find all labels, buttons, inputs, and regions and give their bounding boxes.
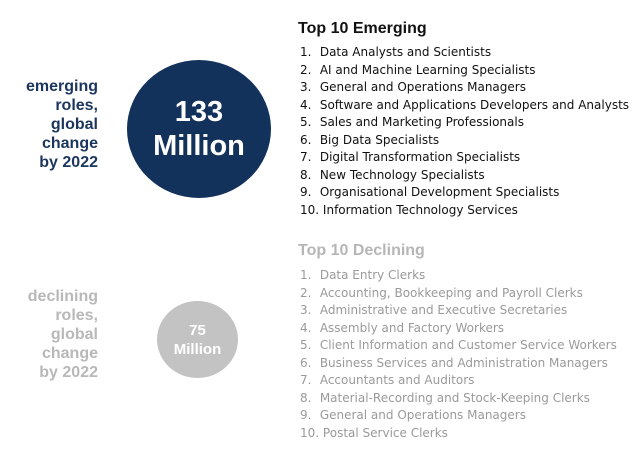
declining-role-item: 9. General and Operations Managers xyxy=(300,407,617,425)
role-name: Assembly and Factory Workers xyxy=(319,320,505,335)
declining-label-line: declining xyxy=(27,288,98,305)
role-rank: 1. xyxy=(300,268,312,282)
role-name: General and Operations Managers xyxy=(319,408,526,422)
declining-list-title: Top 10 Declining xyxy=(298,242,425,259)
declining-roles-label: declining roles, global change by 2022 xyxy=(28,287,98,382)
emerging-label-line: by 2022 xyxy=(39,154,98,171)
declining-role-item: 5. Client Information and Customer Servi… xyxy=(300,337,617,355)
emerging-total-value: 133 xyxy=(174,96,224,128)
role-name: Business Services and Administration Man… xyxy=(319,355,608,370)
emerging-role-item: 2. AI and Machine Learning Specialists xyxy=(300,62,629,80)
declining-label-line: change xyxy=(41,345,98,362)
declining-role-item: 10. Postal Service Clerks xyxy=(300,425,617,443)
emerging-role-item: 1. Data Analysts and Scientists xyxy=(300,44,629,62)
role-rank: 6. xyxy=(300,355,312,370)
role-name: Material-Recording and Stock-Keeping Cle… xyxy=(319,390,590,405)
role-rank: 9. xyxy=(300,408,312,422)
declining-role-item: 2. Accounting, Bookkeeping and Payroll C… xyxy=(300,285,617,303)
emerging-total-circle: 133 Million xyxy=(127,60,271,198)
role-name: Information Technology Services xyxy=(322,202,518,217)
emerging-role-item: 10. Information Technology Services xyxy=(300,202,629,220)
declining-roles-list: 1. Data Entry Clerks 2. Accounting, Bookk… xyxy=(300,267,617,442)
role-rank: 8. xyxy=(300,167,312,182)
role-rank: 10. xyxy=(300,202,320,217)
emerging-role-item: 6. Big Data Specialists xyxy=(300,132,629,150)
role-name: Administrative and Executive Secretaries xyxy=(319,303,568,317)
emerging-label-line: roles, xyxy=(55,97,98,114)
declining-label-line: global xyxy=(50,326,98,343)
emerging-role-item: 8. New Technology Specialists xyxy=(300,167,629,185)
role-rank: 10. xyxy=(300,425,320,440)
emerging-label-line: emerging xyxy=(25,78,98,95)
role-rank: 2. xyxy=(300,285,312,300)
role-rank: 4. xyxy=(300,97,312,112)
emerging-role-item: 7. Digital Transformation Specialists xyxy=(300,149,629,167)
role-name: Data Analysts and Scientists xyxy=(319,45,492,59)
role-rank: 3. xyxy=(300,80,312,94)
role-name: AI and Machine Learning Specialists xyxy=(319,62,536,77)
role-name: Sales and Marketing Professionals xyxy=(319,115,524,129)
emerging-role-item: 3. General and Operations Managers xyxy=(300,79,629,97)
role-name: General and Operations Managers xyxy=(319,80,526,94)
role-name: Postal Service Clerks xyxy=(322,425,448,440)
role-name: Data Entry Clerks xyxy=(319,268,426,282)
role-name: Accounting, Bookkeeping and Payroll Cler… xyxy=(319,285,583,300)
declining-role-item: 3. Administrative and Executive Secretar… xyxy=(300,302,617,320)
role-rank: 7. xyxy=(300,150,312,164)
declining-label-line: by 2022 xyxy=(39,364,98,381)
declining-label-line: roles, xyxy=(55,307,98,324)
role-name: Client Information and Customer Service … xyxy=(319,338,617,352)
role-name: Organisational Development Specialists xyxy=(319,185,560,199)
role-rank: 1. xyxy=(300,45,312,59)
emerging-label-line: change xyxy=(41,135,98,152)
role-rank: 7. xyxy=(300,373,312,387)
declining-role-item: 4. Assembly and Factory Workers xyxy=(300,320,617,338)
declining-role-item: 8. Material-Recording and Stock-Keeping … xyxy=(300,390,617,408)
role-rank: 5. xyxy=(300,115,312,129)
role-rank: 2. xyxy=(300,62,312,77)
role-rank: 9. xyxy=(300,185,312,199)
declining-total-circle: 75 Million xyxy=(157,301,238,378)
role-name: Accountants and Auditors xyxy=(319,373,475,387)
emerging-list-title: Top 10 Emerging xyxy=(298,20,427,37)
role-name: New Technology Specialists xyxy=(319,167,485,182)
role-name: Big Data Specialists xyxy=(319,132,440,147)
declining-role-item: 1. Data Entry Clerks xyxy=(300,267,617,285)
role-rank: 4. xyxy=(300,320,312,335)
role-rank: 6. xyxy=(300,132,312,147)
emerging-total-unit: Million xyxy=(153,130,245,162)
emerging-label-line: global xyxy=(50,116,98,133)
declining-role-item: 7. Accountants and Auditors xyxy=(300,372,617,390)
declining-total-value: 75 xyxy=(189,321,206,339)
emerging-role-item: 9. Organisational Development Specialist… xyxy=(300,184,629,202)
role-rank: 8. xyxy=(300,390,312,405)
role-rank: 3. xyxy=(300,303,312,317)
emerging-role-item: 4. Software and Applications Developers … xyxy=(300,97,629,115)
emerging-roles-label: emerging roles, global change by 2022 xyxy=(26,77,98,172)
declining-total-unit: Million xyxy=(173,340,222,358)
declining-role-item: 6. Business Services and Administration … xyxy=(300,355,617,373)
emerging-roles-list: 1. Data Analysts and Scientists 2. AI and… xyxy=(300,44,629,219)
role-name: Digital Transformation Specialists xyxy=(319,150,521,164)
emerging-role-item: 5. Sales and Marketing Professionals xyxy=(300,114,629,132)
role-rank: 5. xyxy=(300,338,312,352)
role-name: Software and Applications Developers and… xyxy=(319,97,630,112)
